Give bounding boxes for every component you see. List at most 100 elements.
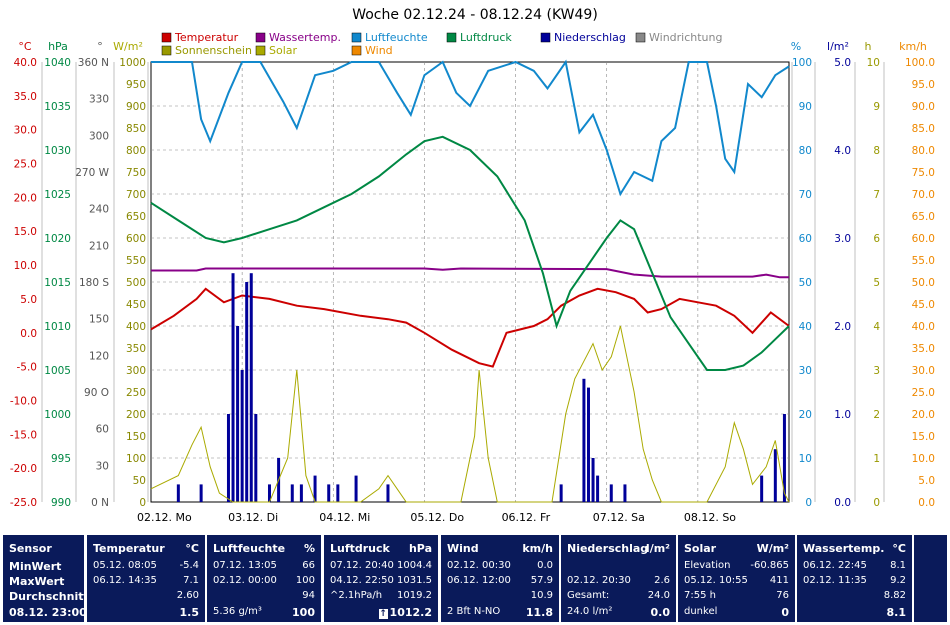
rain-total: 24.0	[647, 590, 670, 601]
tick-kmh-7: 65.0	[912, 211, 935, 223]
tick-kmh-20: 0.0	[918, 497, 935, 509]
legend-label-4: Niederschlag	[554, 31, 626, 44]
wind-avg: 10.9	[530, 590, 553, 601]
tick-pct-9: 10	[799, 453, 812, 465]
durchschnitt-label: Durchschnitt	[9, 590, 89, 603]
tick-temp-10: -10.0	[10, 395, 37, 407]
tick-wm2-9: 550	[126, 255, 146, 267]
stats-luftdruck: Luftdruck hPa 07.12. 20:40 1004.4 04.12. …	[324, 535, 438, 622]
tick-temp-1: 35.0	[14, 91, 37, 103]
solar-unit: W/m²	[756, 542, 789, 555]
bar-niederschlag-9	[267, 484, 271, 502]
tick-wm2-1: 950	[126, 79, 146, 91]
tick-hpa-4: 1020	[44, 233, 71, 245]
stats-luftfeuchte: Luftfeuchte % 07.12. 13:05 66 02.12. 00:0…	[207, 535, 321, 622]
legend-swatch-5	[635, 32, 646, 43]
wind-min: 0.0	[537, 560, 553, 571]
unit-hpa: hPa	[48, 40, 68, 53]
legend-swatch-8	[351, 45, 362, 56]
stats-panel: Sensor MinWert MaxWert Durchschnitt 08.1…	[0, 532, 950, 625]
tick-h-2: 8	[873, 145, 880, 157]
legend-label-6: Sonnenschein	[175, 44, 252, 57]
solar-max-time: 05.12. 10:55	[684, 575, 748, 586]
tick-wm2-3: 850	[126, 123, 146, 135]
tick-temp-4: 20.0	[14, 192, 37, 204]
rain-max: 2.6	[654, 575, 670, 586]
niederschlag-unit: l/m²	[645, 542, 670, 555]
tick-h-8: 2	[873, 409, 880, 421]
tick-pct-8: 20	[799, 409, 812, 421]
tick-pct-6: 40	[799, 321, 812, 333]
tick-hpa-7: 1005	[44, 365, 71, 377]
rain-max-time: 02.12. 20:30	[567, 575, 631, 586]
legend-label-8: Wind	[365, 44, 393, 57]
tick-lm2-1: 4.0	[834, 145, 851, 157]
unit-pct: %	[791, 40, 801, 53]
bar-niederschlag-19	[582, 378, 586, 502]
tick-deg-1: 330	[89, 94, 109, 106]
tick-deg-12: 0 N	[91, 497, 109, 509]
legend-label-2: Luftfeuchte	[365, 31, 428, 44]
tick-temp-11: -15.0	[10, 429, 37, 441]
press-now-wrap: ↑ 1012.2	[378, 606, 432, 619]
stats-wind: Wind km/h 02.12. 00:30 0.0 06.12. 12:00 57…	[441, 535, 559, 622]
day-label-1: 03.12. Di	[228, 511, 278, 524]
tick-pct-7: 30	[799, 365, 812, 377]
water-max-time: 02.12. 11:35	[803, 575, 867, 586]
tick-lm2-4: 1.0	[834, 409, 851, 421]
stats-temperatur: Temperatur °C 05.12. 08:05 -5.4 06.12. 14…	[87, 535, 205, 622]
series-luftdruck	[150, 135, 790, 371]
tick-wm2-16: 200	[126, 409, 146, 421]
solar-hours: 7:55 h	[684, 590, 716, 601]
press-max: 1031.5	[397, 575, 432, 586]
tick-wm2-18: 100	[126, 453, 146, 465]
tick-kmh-6: 70.0	[912, 189, 935, 201]
tick-temp-0: 40.0	[14, 57, 37, 69]
legend-swatch-3	[446, 32, 457, 43]
legend: Temperatur Wassertemp. Luftfeuchte Luftdruc…	[161, 31, 722, 57]
unit-temp: °C	[18, 40, 32, 53]
tick-wm2-20: 0	[139, 497, 146, 509]
tick-lm2-0: 5.0	[834, 57, 851, 69]
temp-avg: 2.60	[176, 590, 199, 601]
tick-kmh-19: 5.0	[918, 475, 935, 487]
tick-deg-0: 360 N	[78, 57, 109, 69]
bar-niederschlag-15	[336, 484, 340, 502]
tick-kmh-10: 50.0	[912, 277, 935, 289]
bar-niederschlag-27	[782, 414, 786, 502]
legend-label-0: Temperatur	[174, 31, 239, 44]
unit-wm2: W/m²	[113, 40, 143, 53]
tick-hpa-8: 1000	[44, 409, 71, 421]
current-time: 08.12. 23:00	[9, 606, 87, 619]
luftdruck-header: Luftdruck	[330, 542, 390, 555]
wind-unit: km/h	[522, 542, 553, 555]
stats-sensor: Sensor MinWert MaxWert Durchschnitt 08.1…	[3, 535, 89, 622]
legend-swatch-1	[255, 32, 266, 43]
wassertemp-header: Wassertemp.	[803, 542, 885, 555]
tick-wm2-8: 600	[126, 233, 146, 245]
press-trend: ^2.1hPa/h	[330, 590, 383, 601]
solar-now: 0	[781, 606, 789, 619]
bar-niederschlag-25	[760, 475, 764, 502]
temp-now: 1.5	[179, 606, 200, 619]
tick-kmh-5: 75.0	[912, 167, 935, 179]
tick-hpa-2: 1030	[44, 145, 71, 157]
press-min-time: 07.12. 20:40	[330, 560, 394, 571]
tick-hpa-10: 990	[51, 497, 71, 509]
unit-lm2: l/m²	[827, 40, 849, 53]
day-labels: 02.12. Mo 03.12. Di 04.12. Mi 05.12. Do 06.1…	[137, 511, 736, 524]
series-solar	[150, 325, 790, 503]
bar-niederschlag-8	[254, 414, 258, 502]
temp-max-time: 06.12. 14:35	[93, 575, 157, 586]
temperatur-unit: °C	[185, 542, 199, 555]
tick-wm2-6: 700	[126, 189, 146, 201]
chart-title: Woche 02.12.24 - 08.12.24 (KW49)	[352, 7, 598, 23]
hum-min-time: 07.12. 13:05	[213, 560, 277, 571]
tick-pct-5: 50	[799, 277, 812, 289]
water-min: 8.1	[890, 560, 906, 571]
stats-extra	[914, 535, 947, 622]
bar-niederschlag-4	[236, 326, 240, 502]
tick-hpa-0: 1040	[44, 57, 71, 69]
arrow-up-icon: ↑	[378, 609, 388, 619]
press-max-time: 04.12. 22:50	[330, 575, 394, 586]
